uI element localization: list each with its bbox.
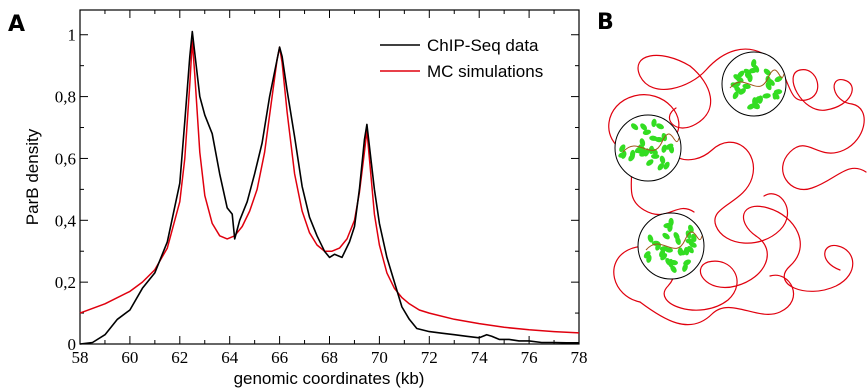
chart-panel-a: 58 60 62 64 66 68 70 72 74 76 78 0 0,2 0,4 0,6 0,8 1 ge…: [23, 9, 588, 388]
parb-protein: [691, 233, 697, 243]
parb-protein: [682, 263, 688, 272]
polymer-segment: [613, 235, 768, 311]
parb-protein: [687, 245, 694, 254]
y-tick-label: 0,8: [55, 88, 76, 107]
parb-protein: [751, 59, 757, 68]
parb-protein: [661, 144, 667, 153]
parb-protein: [657, 162, 665, 171]
parb-protein: [665, 143, 674, 150]
protein-cluster: [637, 212, 705, 280]
parb-protein: [660, 253, 668, 261]
x-tick-label: 68: [321, 348, 338, 367]
protein-cluster: [614, 114, 682, 182]
parb-protein: [663, 222, 672, 229]
x-tick-label: 64: [221, 348, 239, 367]
parb-protein: [742, 83, 751, 90]
parb-protein: [735, 76, 744, 83]
parb-protein: [688, 224, 694, 233]
parb-protein: [640, 123, 648, 131]
polymer-inside-cluster: [729, 69, 785, 89]
parb-protein: [656, 123, 664, 130]
panel-b-letter: B: [597, 10, 614, 35]
parb-protein: [765, 82, 772, 91]
x-tick-label: 66: [271, 348, 288, 367]
protein-cluster: [721, 51, 787, 117]
diagram-panel-b: [608, 48, 867, 326]
parb-protein: [618, 152, 627, 158]
parb-protein: [748, 67, 758, 74]
y-tick-label: 0: [68, 335, 77, 354]
x-tick-label: 60: [121, 348, 138, 367]
parb-protein: [646, 159, 654, 166]
parb-protein: [670, 265, 677, 273]
polymer-segment: [637, 48, 819, 101]
parb-protein: [651, 118, 657, 128]
polymer-segment: [669, 65, 712, 129]
parb-protein: [642, 129, 652, 136]
parb-protein: [619, 144, 626, 153]
parb-protein: [659, 155, 666, 164]
parb-protein: [734, 85, 742, 93]
legend-label: MC simulations: [427, 62, 543, 81]
polymer-segment: [792, 69, 853, 111]
parb-protein: [628, 153, 635, 162]
parb-protein: [662, 232, 670, 240]
parb-protein: [754, 96, 761, 104]
parb-protein: [774, 76, 783, 83]
polymer-inside-cluster: [622, 133, 680, 153]
y-tick-label: 0,4: [55, 211, 77, 230]
x-tick-label: 70: [371, 348, 388, 367]
parb-protein: [772, 92, 780, 100]
parb-protein: [649, 135, 658, 141]
parb-protein: [732, 91, 739, 100]
x-tick-label: 72: [421, 348, 438, 367]
y-axis-title: ParB density: [23, 128, 42, 225]
parb-protein: [646, 254, 652, 263]
x-axis-title: genomic coordinates (kb): [234, 369, 425, 388]
y-axis-ticks: 0 0,2 0,4 0,6 0,8 1: [55, 26, 579, 354]
x-axis-ticks: 58 60 62 64 66 68 70 72 74 76 78: [72, 10, 588, 367]
plot-frame: [79, 9, 580, 345]
x-tick-label: 58: [72, 348, 89, 367]
chart-series: [79, 30, 580, 345]
protein-clusters: [614, 51, 787, 280]
x-tick-label: 62: [171, 348, 188, 367]
y-tick-label: 0,6: [55, 149, 76, 168]
parb-protein: [675, 236, 681, 245]
parb-protein: [762, 93, 771, 99]
parb-protein: [765, 75, 771, 85]
parb-protein: [669, 259, 678, 266]
polymer-segment: [639, 274, 795, 326]
x-tick-label: 76: [521, 348, 538, 367]
parb-protein: [631, 123, 639, 131]
parb-protein: [763, 68, 771, 76]
y-tick-label: 0,2: [55, 273, 76, 292]
series-chip-seq-line: [79, 30, 579, 345]
polymer-segment: [782, 103, 867, 191]
parb-protein: [651, 153, 660, 159]
legend-label: ChIP-Seq data: [427, 36, 539, 55]
polymer-segment: [715, 193, 789, 244]
parb-protein: [665, 257, 672, 266]
parb-protein: [737, 70, 745, 78]
cluster-outline: [721, 51, 787, 117]
panel-a-letter: A: [8, 12, 25, 37]
parb-protein: [639, 138, 646, 147]
parb-protein: [647, 234, 654, 243]
x-tick-label: 74: [471, 348, 489, 367]
parb-protein: [643, 148, 650, 157]
polymer-inside-cluster: [645, 231, 703, 251]
y-tick-label: 1: [68, 26, 77, 45]
parb-protein: [663, 161, 670, 170]
polymer-segment: [742, 205, 854, 292]
parb-protein: [677, 249, 686, 256]
parb-protein: [744, 72, 753, 80]
series-mc-simulations-line: [79, 40, 580, 334]
parb-protein: [664, 247, 673, 253]
parb-protein: [747, 103, 756, 110]
chart-legend: ChIP-Seq data MC simulations: [380, 36, 543, 81]
x-tick-label: 78: [571, 348, 588, 367]
